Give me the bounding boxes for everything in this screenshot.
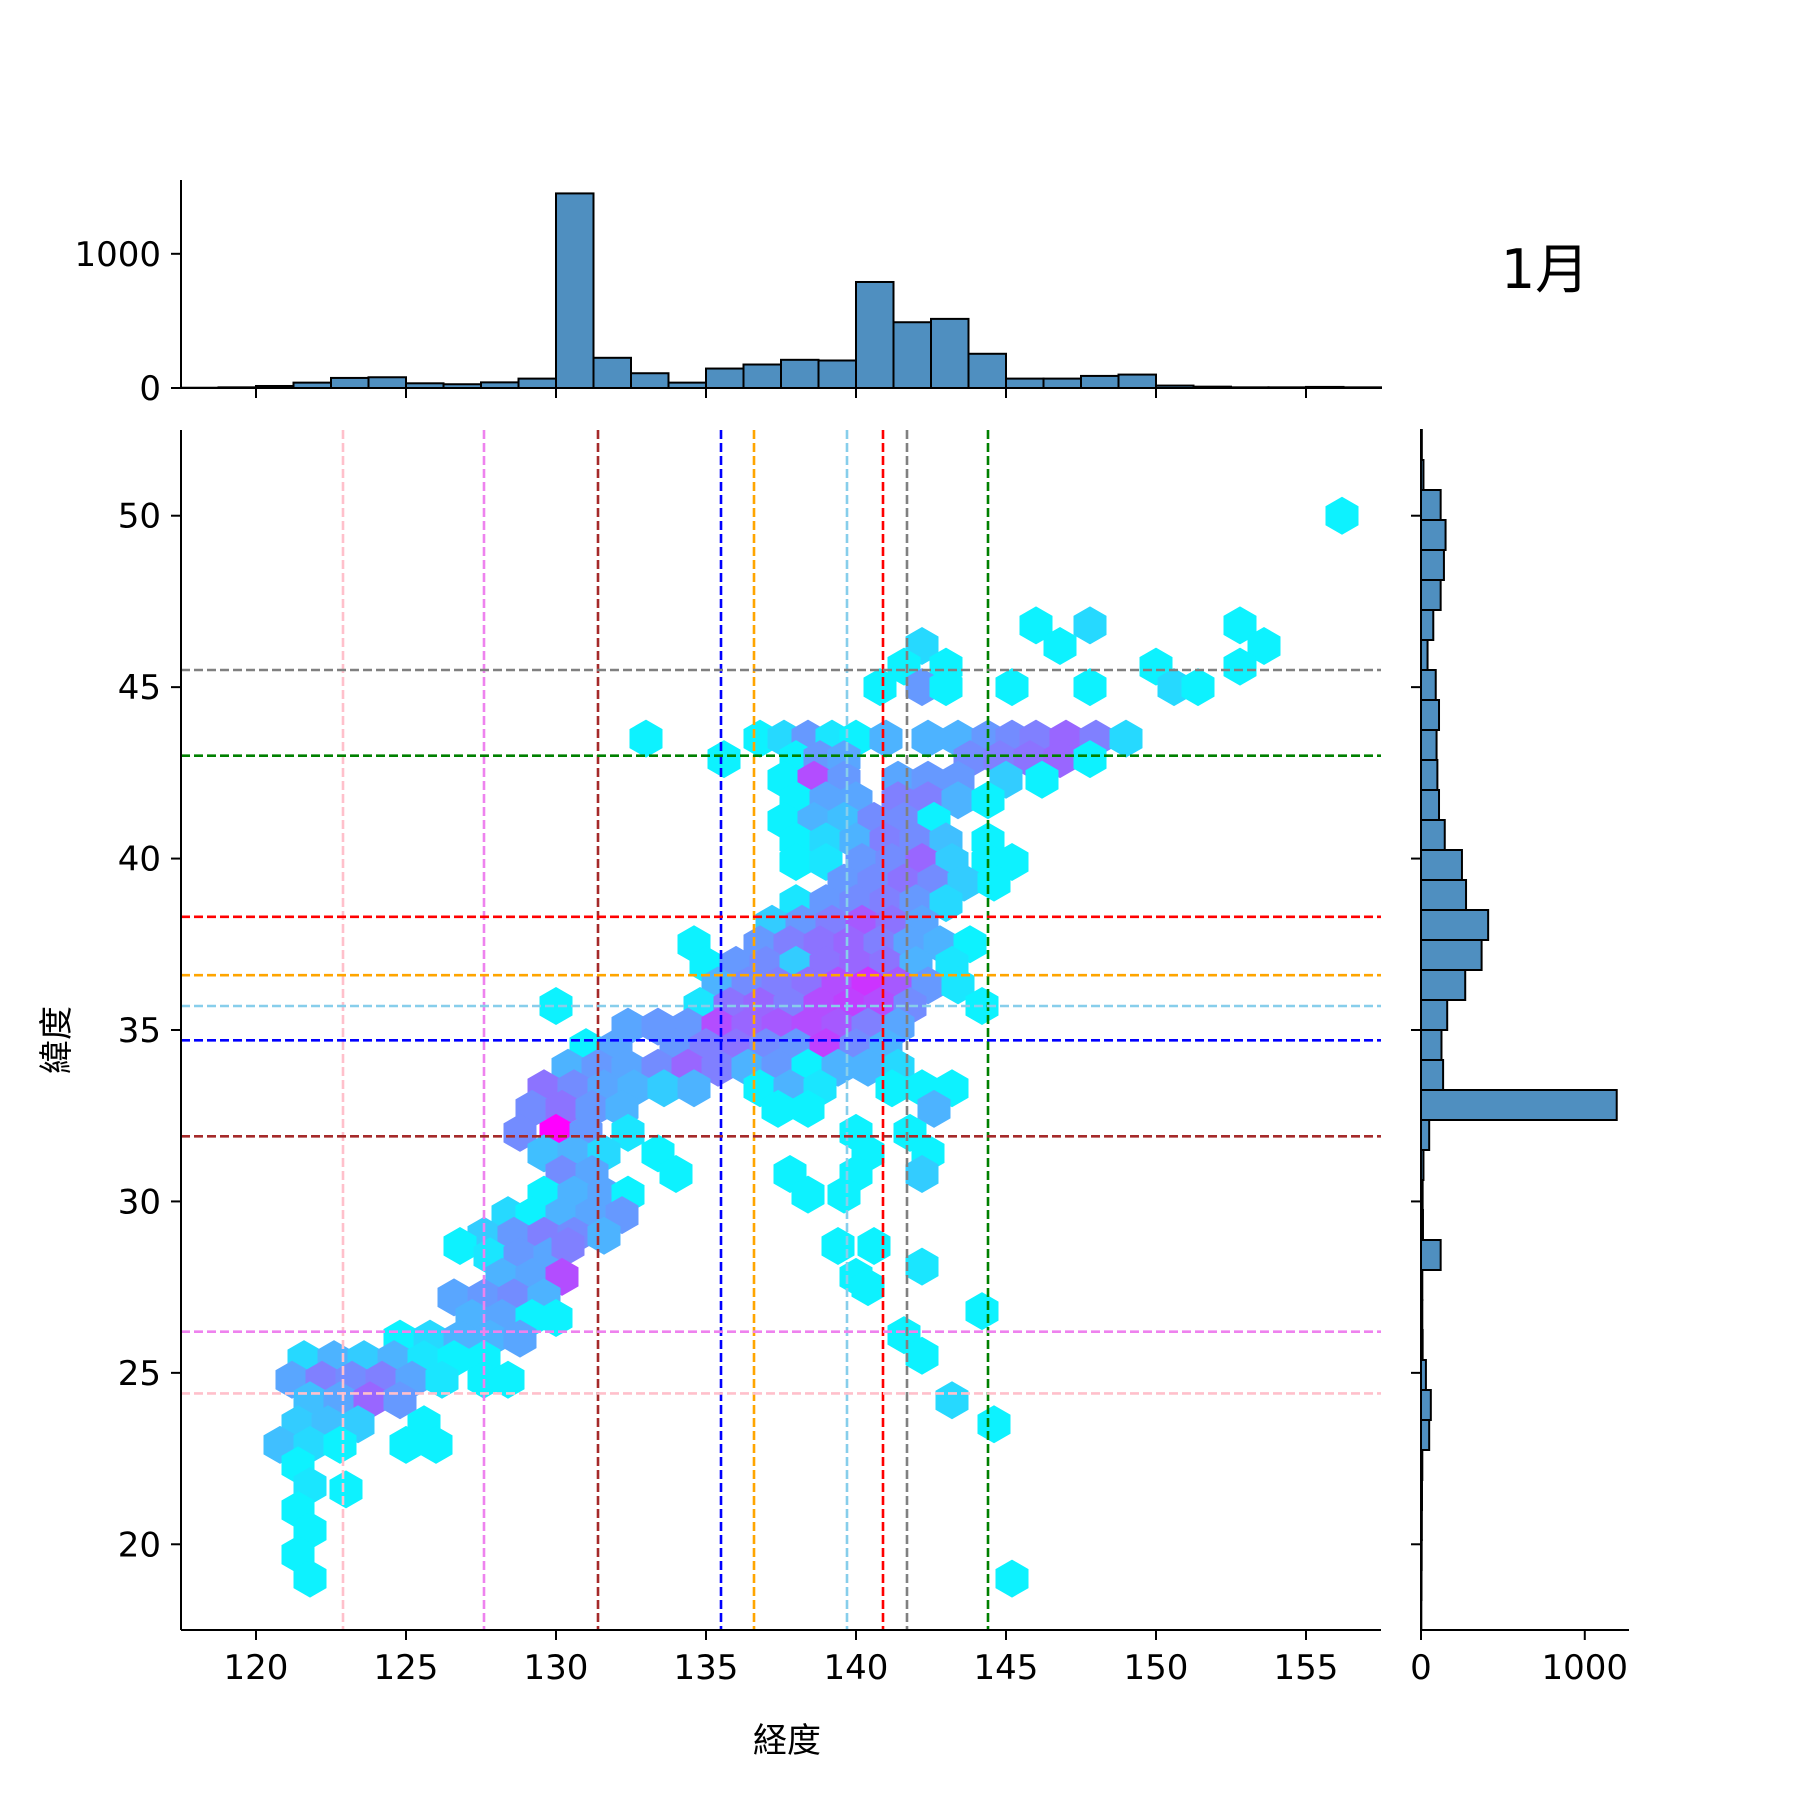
top-histogram-bar [706, 369, 744, 388]
hexbin-cell [996, 1560, 1029, 1598]
right-histogram-bar [1421, 550, 1444, 580]
hexbin-cell [822, 1227, 855, 1265]
x-axis-label: 経度 [753, 1721, 821, 1761]
right-histogram-bar [1421, 610, 1433, 640]
right-histogram-bar [1421, 880, 1466, 910]
x-tick-label: 150 [1124, 1648, 1189, 1688]
y-tick-label: 45 [118, 668, 161, 708]
top-histogram-bar [594, 358, 632, 388]
hexbin-cell [978, 1405, 1011, 1443]
hexbin-cell [966, 1292, 999, 1330]
hexbin-cell [1326, 497, 1359, 535]
right-histogram-bar [1421, 790, 1439, 820]
x-tick-label: 140 [824, 1648, 889, 1688]
hexbin-cell [708, 740, 741, 778]
hexbin-cell [540, 987, 573, 1025]
x-tick-label: 135 [674, 1648, 739, 1688]
hexbin-cell [906, 1248, 939, 1286]
top-histogram-bar [631, 373, 669, 388]
y-tick-label: 40 [118, 840, 161, 880]
top-hist-y-tick-label: 1000 [74, 235, 161, 275]
right-histogram-bar [1421, 580, 1441, 610]
hexbin-cell [912, 720, 945, 758]
right-histogram-bar [1421, 760, 1437, 790]
y-tick-label: 35 [118, 1011, 161, 1051]
right-histogram-bar [1421, 1090, 1617, 1120]
hexbin-cell [1182, 668, 1215, 706]
right-histogram-bar [1421, 730, 1437, 760]
right-hist-x-tick-label: 1000 [1542, 1648, 1629, 1688]
right-histogram-bar [1421, 970, 1465, 1000]
hexbin-cell [996, 668, 1029, 706]
hexbin-cell [1110, 720, 1143, 758]
x-tick-label: 125 [374, 1648, 439, 1688]
top-histogram-bar [331, 378, 369, 388]
top-histogram: 0 1000 [74, 180, 1381, 409]
top-hist-y-tick-label: 0 [139, 369, 161, 409]
right-histogram-bar [1421, 1240, 1441, 1270]
y-axis-label: 緯度 [37, 1006, 77, 1074]
right-histogram: 0 1000 [1410, 430, 1629, 1688]
right-histogram-bar [1421, 1060, 1443, 1090]
hexbin-cell [630, 720, 663, 758]
top-histogram-bar [819, 360, 857, 388]
right-histogram-bar [1421, 1420, 1429, 1450]
right-histogram-bar [1421, 670, 1436, 700]
top-histogram-bar [856, 282, 894, 388]
top-histogram-bar [1044, 379, 1082, 388]
top-histogram-bar [556, 193, 594, 388]
hexbin-cell [936, 1381, 969, 1419]
right-histogram-bar [1421, 490, 1441, 520]
hexbin-cell [1074, 668, 1107, 706]
right-histogram-bar [1421, 850, 1462, 880]
right-histogram-bar [1421, 820, 1445, 850]
hexbin-cell [1074, 606, 1107, 644]
month-annotation: 1月 [1501, 238, 1589, 301]
right-histogram-bar [1421, 700, 1439, 730]
top-histogram-bar [1119, 375, 1157, 388]
top-histogram-bar [1081, 376, 1119, 388]
right-histogram-bar [1421, 940, 1482, 970]
right-histogram-bar [1421, 1030, 1441, 1060]
top-histogram-bar [519, 379, 557, 388]
top-histogram-bar [894, 322, 932, 388]
x-tick-label: 155 [1274, 1648, 1339, 1688]
right-histogram-bar [1421, 1000, 1447, 1030]
x-tick-label: 130 [524, 1648, 589, 1688]
right-histogram-bar [1421, 910, 1488, 940]
y-tick-label: 20 [118, 1525, 161, 1565]
x-tick-label: 145 [974, 1648, 1039, 1688]
top-histogram-bar [931, 319, 969, 388]
top-histogram-bar [781, 360, 819, 388]
x-tick-label: 120 [224, 1648, 289, 1688]
hexbin-cell [330, 1470, 363, 1508]
y-tick-label: 25 [118, 1354, 161, 1394]
top-histogram-bar [969, 354, 1007, 388]
hexbin-cell [858, 1227, 891, 1265]
right-hist-x-tick-label: 0 [1410, 1648, 1432, 1688]
top-histogram-bar [369, 377, 407, 388]
right-histogram-bar [1421, 1120, 1429, 1150]
top-histogram-bar [1006, 379, 1044, 388]
hexbin-cell [870, 720, 903, 758]
hexbin-layer [264, 497, 1359, 1598]
right-histogram-bar [1421, 1390, 1431, 1420]
right-histogram-bar [1421, 520, 1446, 550]
y-tick-label: 50 [118, 497, 161, 537]
top-histogram-bar [744, 365, 782, 388]
y-tick-label: 30 [118, 1182, 161, 1222]
